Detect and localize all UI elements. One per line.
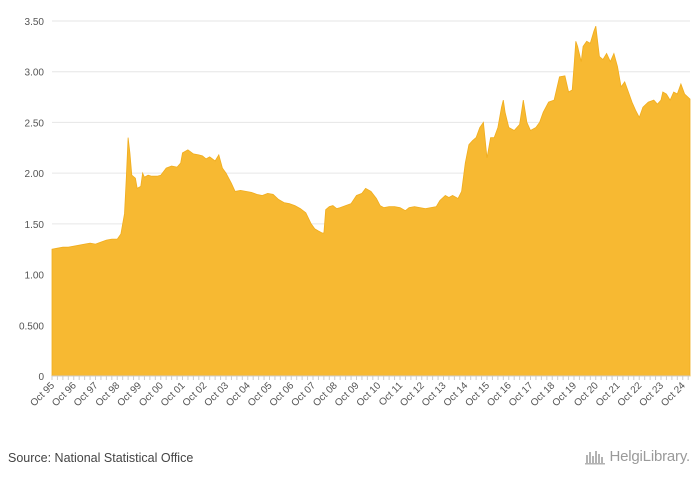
y-axis: 0 0.500 1.00 1.50 2.00 2.50 3.00 3.50 bbox=[19, 17, 44, 383]
brand-text: HelgiLibrary. bbox=[609, 448, 691, 465]
x-tick-label: Oct 24 bbox=[659, 380, 688, 409]
area-fill[interactable] bbox=[51, 25, 691, 377]
y-tick-label: 3.50 bbox=[25, 17, 45, 28]
y-tick-label: 2.50 bbox=[25, 118, 45, 129]
y-tick-label: 0.500 bbox=[19, 321, 44, 332]
area-series bbox=[51, 25, 691, 377]
y-tick-label: 2.00 bbox=[25, 169, 45, 180]
y-tick-label: 0 bbox=[38, 372, 44, 383]
brand-logo[interactable]: HelgiLibrary. bbox=[584, 448, 691, 465]
y-tick-label: 1.00 bbox=[25, 271, 45, 282]
x-tick-label: Oct 10 bbox=[355, 380, 384, 409]
library-icon bbox=[584, 450, 605, 464]
source-note: Source: National Statistical Office bbox=[8, 451, 194, 465]
y-tick-label: 3.00 bbox=[25, 68, 45, 79]
y-tick-label: 1.50 bbox=[25, 220, 45, 231]
